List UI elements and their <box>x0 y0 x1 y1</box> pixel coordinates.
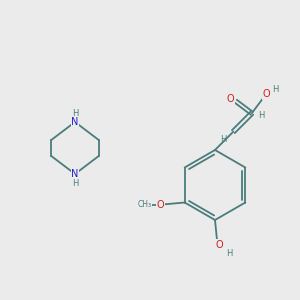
Text: O: O <box>157 200 164 209</box>
Text: H: H <box>72 109 78 118</box>
Text: O: O <box>263 89 271 99</box>
Text: CH₃: CH₃ <box>138 200 152 209</box>
Text: H: H <box>259 111 265 120</box>
Text: O: O <box>215 240 223 250</box>
Text: H: H <box>226 248 232 257</box>
Text: H: H <box>273 85 279 94</box>
Text: H: H <box>72 178 78 188</box>
Text: H: H <box>220 135 226 144</box>
Text: O: O <box>227 94 235 104</box>
Text: N: N <box>71 117 79 127</box>
Text: N: N <box>71 169 79 179</box>
